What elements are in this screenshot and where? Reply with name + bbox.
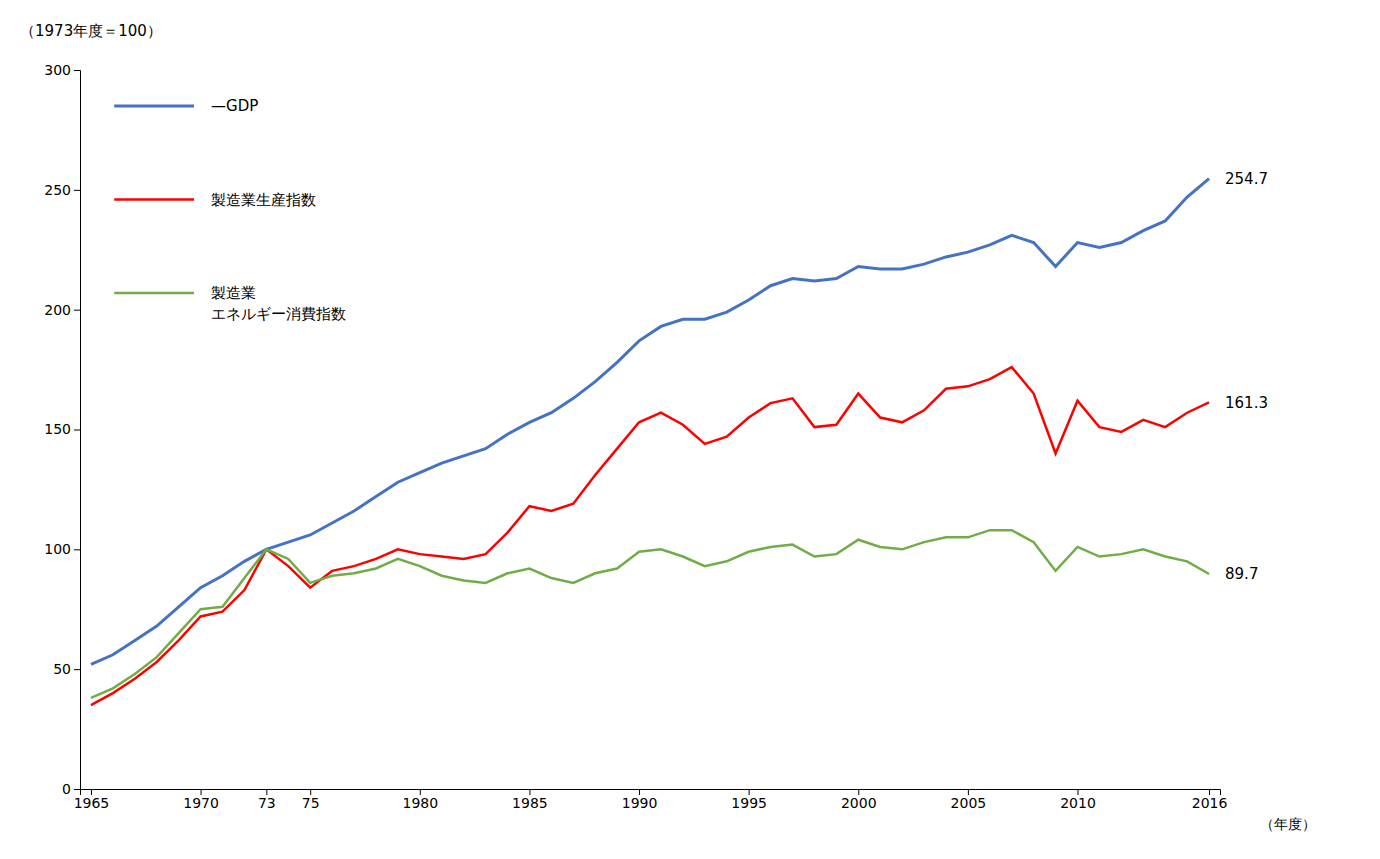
x-axis-tick-label: 1985 bbox=[512, 795, 548, 811]
y-axis-tick-mark bbox=[74, 310, 80, 311]
legend-label: 製造業生産指数 bbox=[211, 191, 316, 209]
y-axis-tick-label: 0 bbox=[62, 781, 71, 797]
x-axis-tick-label: 1990 bbox=[622, 795, 658, 811]
y-axis-tick: 250 bbox=[44, 182, 80, 198]
legend-label-line: 製造業 bbox=[211, 284, 256, 302]
end-value-label: 161.3 bbox=[1225, 394, 1268, 412]
legend-item: 製造業生産指数 bbox=[114, 191, 316, 209]
x-axis-tick: 1970 bbox=[183, 789, 219, 811]
y-axis-tick-mark bbox=[74, 430, 80, 431]
x-axis: 1965 1970 73 75 1980 1985 1990 1995 2000 2005 2010… bbox=[74, 789, 1228, 811]
x-axis-tick: 73 bbox=[258, 789, 276, 811]
legend-label: 製造業エネルギー消費指数 bbox=[211, 284, 346, 323]
x-axis-title: （年度） bbox=[1260, 816, 1316, 832]
x-axis-tick-label: 1970 bbox=[183, 795, 219, 811]
y-axis-tick: 200 bbox=[44, 302, 80, 318]
series-line bbox=[91, 530, 1209, 698]
y-axis-tick-mark bbox=[74, 789, 80, 790]
legend: —GDP 製造業生産指数製造業エネルギー消費指数 bbox=[114, 97, 346, 323]
end-value-label: 89.7 bbox=[1225, 565, 1258, 583]
lines bbox=[91, 179, 1209, 706]
x-axis-tick-label: 2000 bbox=[841, 795, 877, 811]
end-value-label: 254.7 bbox=[1225, 170, 1268, 188]
chart: 1965197073751980198519901995200020052010… bbox=[0, 0, 1380, 859]
y-axis-tick-label: 150 bbox=[44, 421, 71, 437]
y-axis-tick-label: 250 bbox=[44, 182, 71, 198]
legend-item: 製造業エネルギー消費指数 bbox=[114, 284, 346, 323]
y-axis-tick-label: 300 bbox=[44, 62, 71, 78]
x-axis-tick-label: 1965 bbox=[74, 795, 110, 811]
x-axis-tick-label: 2016 bbox=[1192, 795, 1228, 811]
annotations: 254.7 161.3 89.7 bbox=[1225, 170, 1268, 583]
x-axis-tick-label: 1995 bbox=[731, 795, 767, 811]
x-axis-tick: 75 bbox=[302, 789, 320, 811]
y-axis-tick: 300 bbox=[44, 62, 80, 78]
y-axis-tick: 50 bbox=[53, 661, 80, 677]
legend-item: —GDP bbox=[114, 97, 258, 115]
legend-label-line: —GDP bbox=[211, 97, 258, 115]
legend-label-line: エネルギー消費指数 bbox=[211, 305, 346, 323]
y-axis-tick-label: 200 bbox=[44, 302, 71, 318]
x-axis-tick-label: 1980 bbox=[402, 795, 438, 811]
y-axis-tick-label: 100 bbox=[44, 541, 71, 557]
y-axis-tick-label: 50 bbox=[53, 661, 71, 677]
y-axis-tick: 0 bbox=[62, 781, 80, 797]
y-axis-line bbox=[74, 71, 81, 790]
x-axis-tick: 2005 bbox=[951, 789, 987, 811]
y-axis-tick: 150 bbox=[44, 421, 80, 437]
x-axis-tick-label: 75 bbox=[302, 795, 320, 811]
legend-swatch bbox=[114, 292, 194, 295]
y-axis-tick-mark bbox=[74, 190, 80, 191]
y-axis-tick-mark bbox=[74, 70, 80, 71]
legend-label-line: 製造業生産指数 bbox=[211, 191, 316, 209]
x-axis-tick-label: 2010 bbox=[1060, 795, 1096, 811]
x-axis-tick-label: 2005 bbox=[951, 795, 987, 811]
y-axis-title: （1973年度＝100） bbox=[20, 22, 162, 40]
legend-swatch bbox=[114, 104, 194, 107]
x-axis-tick-label: 73 bbox=[258, 795, 276, 811]
x-axis-tick: 1985 bbox=[512, 789, 548, 811]
x-axis-tick: 1995 bbox=[731, 789, 767, 811]
y-axis-tick-mark bbox=[74, 549, 80, 550]
legend-label: —GDP bbox=[211, 97, 258, 115]
x-axis-tick: 1965 bbox=[74, 789, 110, 811]
legend-swatch bbox=[114, 198, 194, 201]
y-axis-tick: 100 bbox=[44, 541, 80, 557]
y-axis-tick-mark bbox=[74, 669, 80, 670]
x-axis-tick: 2010 bbox=[1060, 789, 1096, 811]
x-axis-tick: 1980 bbox=[402, 789, 438, 811]
series-line bbox=[91, 367, 1209, 705]
x-axis-tick: 2016 bbox=[1192, 789, 1228, 811]
series-line bbox=[91, 179, 1209, 665]
plot: 1965197073751980198519901995200020052010… bbox=[44, 62, 1268, 811]
x-axis-tick: 2000 bbox=[841, 789, 877, 811]
y-axis: 0 50 100 150 200 250 300 bbox=[44, 62, 80, 797]
x-axis-tick: 1990 bbox=[622, 789, 658, 811]
